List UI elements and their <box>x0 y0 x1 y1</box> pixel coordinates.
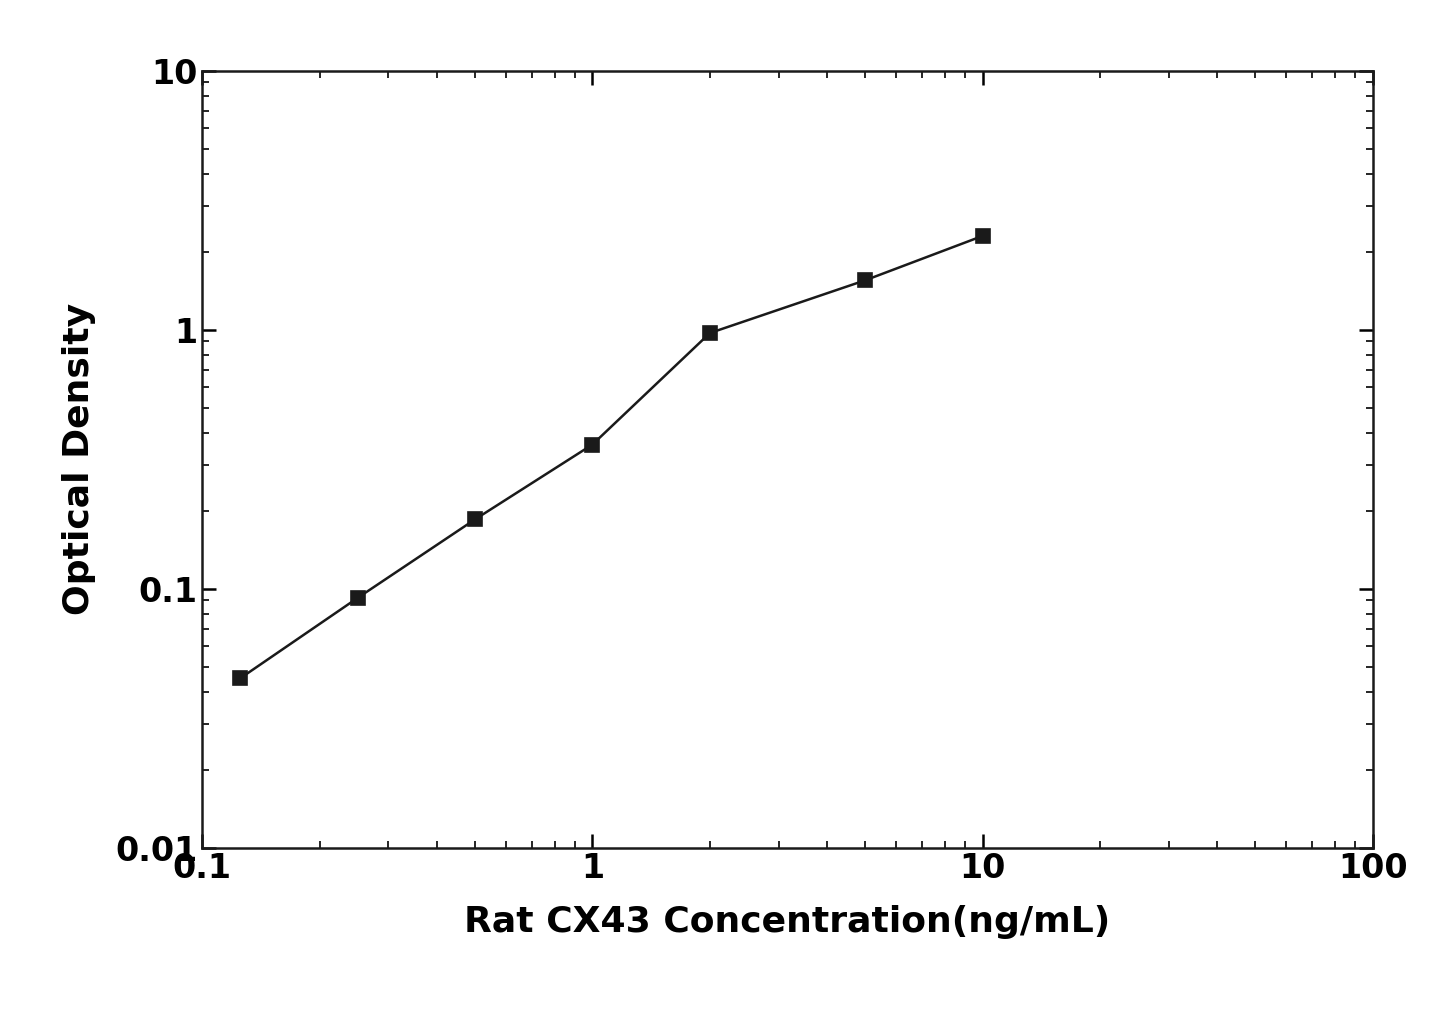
Y-axis label: Optical Density: Optical Density <box>62 303 95 615</box>
X-axis label: Rat CX43 Concentration(ng/mL): Rat CX43 Concentration(ng/mL) <box>464 905 1111 938</box>
